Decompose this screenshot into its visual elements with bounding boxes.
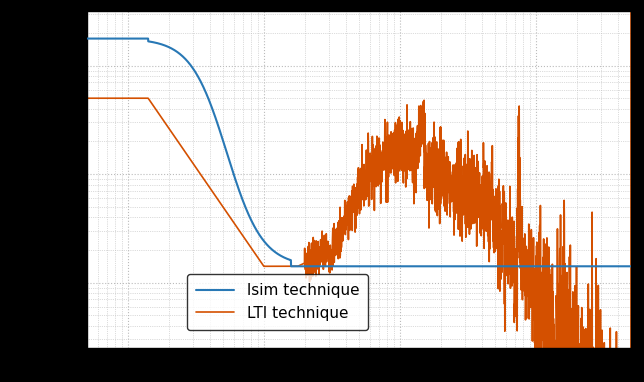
- Line: LTI technique: LTI technique: [87, 0, 631, 382]
- LTI technique: [178, 144, 185, 149]
- Legend: lsim technique, LTI technique: lsim technique, LTI technique: [187, 274, 368, 330]
- lsim technique: [558, 264, 566, 269]
- LTI technique: [316, 247, 323, 252]
- lsim technique: [627, 264, 635, 269]
- LTI technique: [145, 97, 153, 102]
- lsim technique: [178, 53, 185, 57]
- LTI technique: [83, 96, 91, 100]
- lsim technique: [292, 264, 299, 269]
- lsim technique: [617, 264, 625, 269]
- lsim technique: [83, 36, 91, 41]
- lsim technique: [145, 39, 153, 44]
- Line: lsim technique: lsim technique: [87, 39, 631, 266]
- LTI technique: [558, 340, 565, 345]
- lsim technique: [287, 264, 295, 269]
- LTI technique: [292, 264, 299, 269]
- lsim technique: [316, 264, 323, 269]
